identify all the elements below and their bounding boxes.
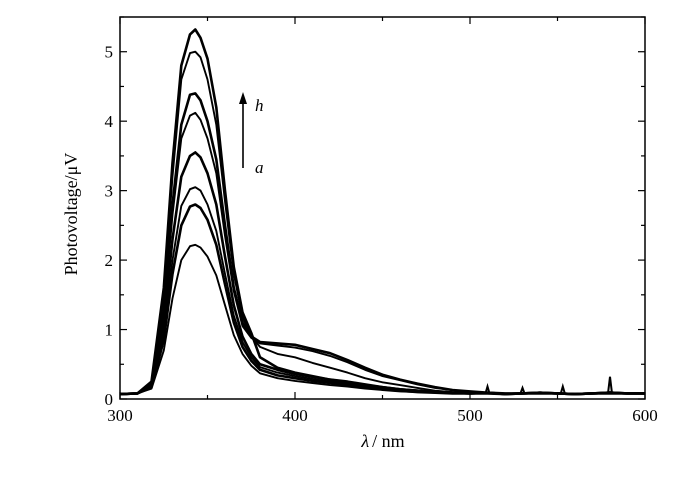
noise-spike-2 [519,384,526,394]
series-line-1 [119,28,645,396]
noise-spike-1 [484,382,491,394]
x-tick-label: 400 [282,406,308,425]
x-axis-label: λ / nm [360,431,404,451]
plot-area [119,28,645,396]
y-tick-label: 5 [105,43,114,62]
y-tick-label: 0 [105,390,114,409]
y-tick-label: 2 [105,251,114,270]
x-tick-label: 300 [107,406,133,425]
y-tick-label: 4 [105,112,114,131]
noise-spike-3 [559,382,566,394]
y-tick-label: 3 [105,182,114,201]
x-tick-label: 600 [632,406,658,425]
x-axis-symbol: λ [360,431,369,451]
axes: 300 400 500 600 0 1 2 3 4 5 [105,16,658,425]
y-axis-label: Photovoltage/μV [61,153,81,276]
x-axis-unit: / nm [372,431,405,451]
series-line-2 [119,50,645,396]
series-line-8 [119,243,645,396]
annotation-bottom-label: a [255,158,264,177]
axis-labels: Photovoltage/μV λ / nm [61,153,405,451]
series-line-6 [119,186,645,396]
y-tick-label: 1 [105,321,114,340]
series-line-7 [119,203,645,396]
trend-arrow-head [239,92,247,104]
series-line-3 [119,92,645,396]
annotation-top-label: h [255,96,264,115]
trend-annotation: h a [239,92,264,177]
x-tick-label: 500 [457,406,483,425]
noise-spike-4 [607,376,613,394]
